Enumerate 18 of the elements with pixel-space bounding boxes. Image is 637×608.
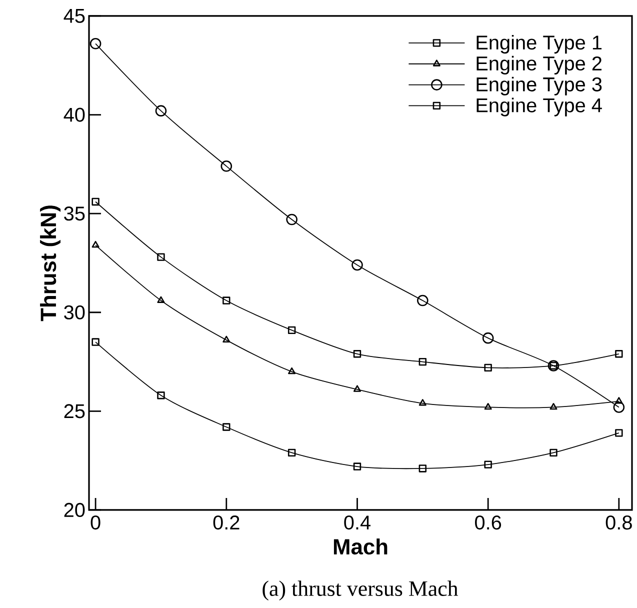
- legend-label: Engine Type 4: [476, 98, 602, 116]
- legend-label: Engine Type 3: [476, 76, 602, 96]
- y-tick-label: 35: [64, 206, 85, 221]
- y-axis-title: Thrust (kN): [40, 206, 60, 322]
- x-tick-label: 0.6: [475, 516, 502, 530]
- y-tick-label: 20: [64, 502, 85, 518]
- x-tick-label: 0.4: [344, 516, 370, 530]
- legend-label: Engine Type 2: [476, 56, 602, 74]
- y-tick-label: 30: [64, 305, 85, 320]
- legend-label: Engine Type 1: [476, 34, 602, 54]
- text: (a) thrust versus Mach: [262, 580, 458, 600]
- y-tick-label: 40: [64, 108, 85, 122]
- x-tick-label: 0.2: [213, 516, 240, 530]
- x-axis-title: Mach: [334, 538, 388, 555]
- y-tick-label: 45: [64, 9, 85, 23]
- x-tick-label: 0.8: [606, 516, 632, 530]
- x-tick-label: 0: [90, 516, 100, 530]
- y-tick-label: 25: [64, 404, 85, 418]
